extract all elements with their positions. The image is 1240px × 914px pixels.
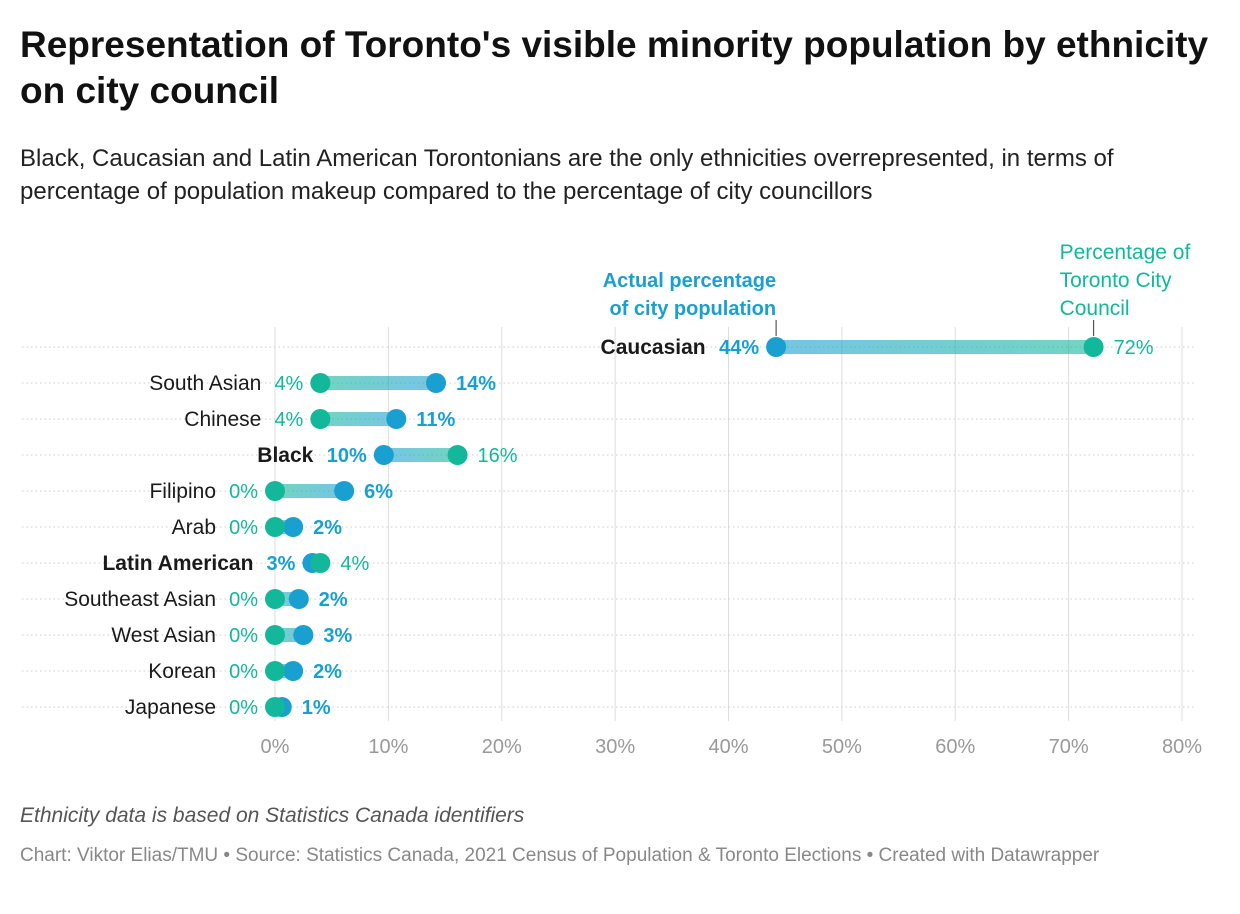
- council-value-label: 16%: [478, 445, 518, 467]
- category-label: West Asian: [111, 624, 216, 647]
- dot-chart-svg: 44% 72% Caucasian 4% 14% South Asian 4% 11% Chin…: [22, 241, 1203, 758]
- x-tick-label: 10%: [368, 736, 408, 758]
- dot-row: 0% 2% Arab: [22, 516, 1195, 539]
- category-label: South Asian: [149, 372, 261, 395]
- council-value-label: 4%: [340, 553, 369, 575]
- population-dot: [386, 409, 407, 429]
- council-value-label: 4%: [274, 373, 303, 395]
- dot-row: 0% 6% Filipino: [22, 480, 1195, 503]
- x-tick-label: 30%: [595, 736, 635, 758]
- grid: [274, 327, 1183, 721]
- category-label: Filipino: [149, 480, 216, 503]
- x-tick-label: 0%: [261, 736, 290, 758]
- population-value-label: 11%: [416, 409, 455, 431]
- population-value-label: 3%: [267, 553, 296, 575]
- x-tick-label: 70%: [1049, 736, 1089, 758]
- council-value-label: 0%: [229, 697, 258, 719]
- population-value-label: 44%: [719, 337, 759, 359]
- population-dot: [293, 625, 314, 645]
- population-dot: [283, 517, 304, 537]
- population-value-label: 1%: [302, 697, 331, 719]
- category-label: Black: [257, 444, 313, 467]
- dot-row: 0% 1% Japanese: [22, 696, 1195, 719]
- range-bar: [320, 412, 397, 426]
- population-value-label: 3%: [323, 625, 352, 647]
- council-dot: [265, 697, 285, 717]
- council-dot: [310, 373, 331, 393]
- range-bar: [383, 448, 458, 462]
- council-value-label: 0%: [229, 517, 258, 539]
- population-dot: [288, 589, 309, 609]
- council-dot: [265, 661, 285, 681]
- population-dot: [425, 373, 446, 393]
- dot-row: 0% 2% Southeast Asian: [22, 588, 1195, 611]
- council-value-label: 0%: [229, 625, 258, 647]
- council-value-label: 4%: [274, 409, 303, 431]
- population-dot: [373, 445, 394, 465]
- council-dot: [265, 517, 285, 537]
- population-annotation-line: Actual percentage: [603, 270, 776, 292]
- range-bar: [320, 376, 436, 390]
- population-value-label: 2%: [313, 661, 342, 683]
- chart-title: Representation of Toronto's visible mino…: [20, 24, 1209, 111]
- dot-row: 4% 11% Chinese: [22, 408, 1195, 431]
- population-value-label: 10%: [327, 445, 367, 467]
- category-label: Latin American: [102, 552, 253, 575]
- dot-row: 0% 2% Korean: [22, 660, 1195, 683]
- category-label: Chinese: [184, 408, 261, 431]
- population-value-label: 14%: [456, 373, 496, 395]
- council-dot: [265, 589, 285, 609]
- x-axis: 0% 10% 20% 30% 40% 50% 60% 70% 80%: [261, 736, 1203, 758]
- x-tick-label: 20%: [482, 736, 522, 758]
- category-label: Japanese: [125, 696, 216, 719]
- series-annotations: Actual percentage of city population Perce…: [603, 241, 1191, 336]
- council-dot: [310, 409, 331, 429]
- dot-rows: 44% 72% Caucasian 4% 14% South Asian 4% 11% Chin…: [22, 336, 1195, 719]
- category-label: Arab: [172, 516, 216, 539]
- x-tick-label: 60%: [935, 736, 975, 758]
- chart-note: Ethnicity data is based on Statistics Ca…: [20, 804, 525, 827]
- population-value-label: 2%: [319, 589, 348, 611]
- council-annotation-line: Toronto City: [1060, 269, 1173, 292]
- x-tick-label: 80%: [1162, 736, 1202, 758]
- chart-footer: Chart: Viktor Elias/TMU • Source: Statis…: [20, 845, 1100, 866]
- council-dot: [265, 625, 285, 645]
- dot-row: 10% 16% Black: [22, 444, 1195, 467]
- dot-row: 4% 14% South Asian: [22, 372, 1195, 395]
- category-label: Korean: [148, 660, 216, 683]
- council-dot: [447, 445, 468, 465]
- population-dot: [766, 337, 787, 357]
- dot-chart: 44% 72% Caucasian 4% 14% South Asian 4% 11% Chin…: [0, 230, 1240, 790]
- council-dot: [1083, 337, 1104, 357]
- council-dot: [310, 553, 331, 573]
- council-dot: [265, 481, 285, 501]
- category-label: Southeast Asian: [64, 588, 216, 611]
- range-bar: [275, 484, 345, 498]
- dot-row: 3% 4% Latin American: [22, 552, 1195, 575]
- council-annotation-line: Percentage of: [1060, 241, 1191, 264]
- council-annotation-line: Council: [1060, 297, 1130, 320]
- population-dot: [334, 481, 355, 501]
- dot-row: 44% 72% Caucasian: [22, 336, 1195, 359]
- population-dot: [283, 661, 304, 681]
- population-value-label: 2%: [313, 517, 342, 539]
- population-value-label: 6%: [364, 481, 393, 503]
- range-bar: [776, 340, 1094, 354]
- council-value-label: 0%: [229, 589, 258, 611]
- dot-row: 0% 3% West Asian: [22, 624, 1195, 647]
- council-value-label: 72%: [1114, 337, 1154, 359]
- council-value-label: 0%: [229, 481, 258, 503]
- x-tick-label: 50%: [822, 736, 862, 758]
- category-label: Caucasian: [601, 336, 706, 359]
- chart-subtitle: Black, Caucasian and Latin American Toro…: [20, 145, 1114, 205]
- x-tick-label: 40%: [708, 736, 748, 758]
- population-annotation-line: of city population: [609, 298, 776, 320]
- council-value-label: 0%: [229, 661, 258, 683]
